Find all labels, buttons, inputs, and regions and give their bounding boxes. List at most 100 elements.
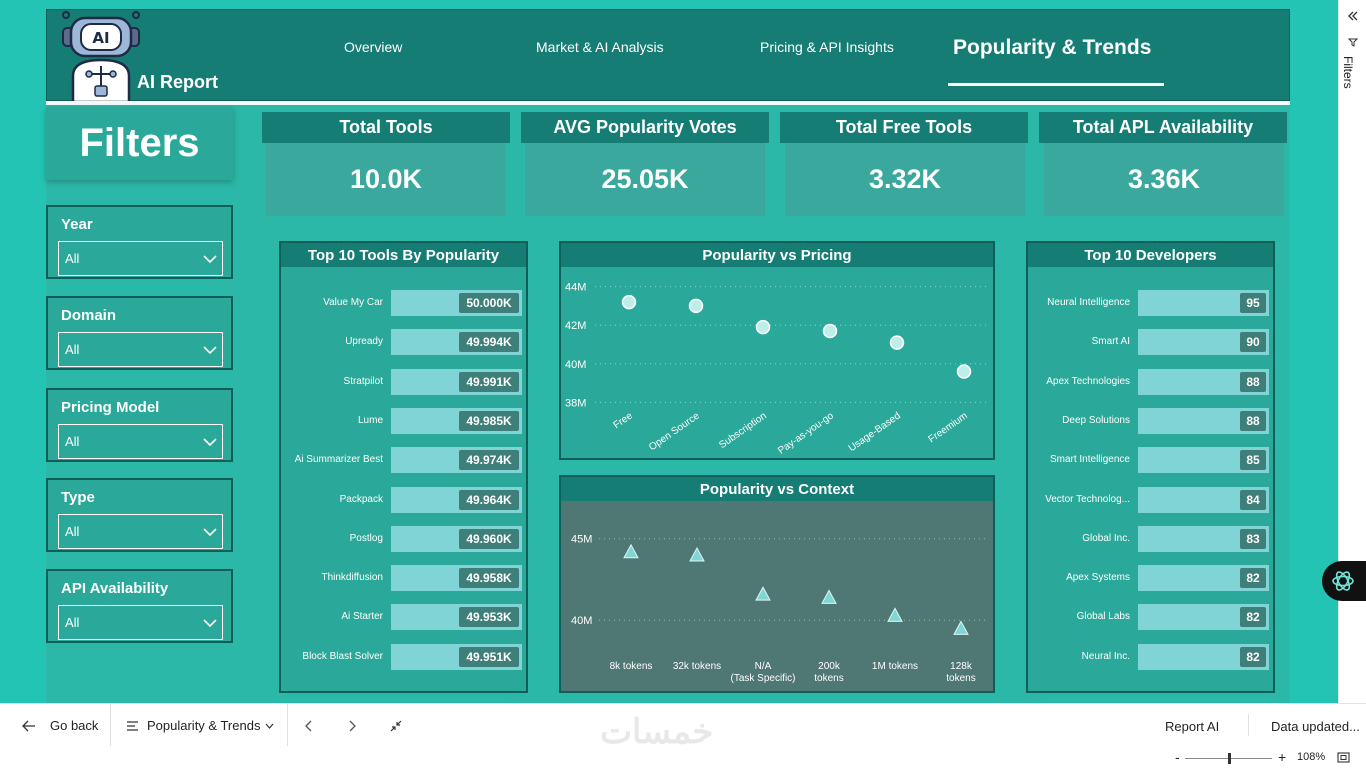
- zoom-slider-thumb[interactable]: [1228, 753, 1231, 764]
- tool-row-value: 49.994K: [459, 332, 519, 353]
- kpi-total-free-value: 3.32K: [785, 143, 1025, 216]
- filter-funnel-icon: [1348, 38, 1358, 47]
- collapse-chevron-icon[interactable]: [1347, 10, 1359, 22]
- x-tick-label: Open Source: [647, 410, 702, 453]
- data-point[interactable]: [889, 335, 905, 350]
- y-tick-label: 42M: [565, 320, 586, 332]
- data-point[interactable]: [755, 319, 771, 335]
- tool-row-name: Stratpilot: [343, 375, 383, 387]
- copilot-button[interactable]: [1322, 561, 1366, 601]
- data-point[interactable]: [621, 294, 637, 310]
- popularity-vs-context-panel: Popularity vs Context 40M 45M 8k tokens 32k…: [559, 475, 995, 693]
- tool-row-value: 49.964K: [459, 489, 519, 510]
- zoom-in-button[interactable]: +: [1278, 749, 1287, 765]
- dropdown-value: All: [65, 342, 80, 357]
- watermark-logo: خمسات: [600, 713, 714, 751]
- popularity-vs-pricing-panel: Popularity vs Pricing 38M 40M 42M 44M Free Op…: [559, 241, 995, 460]
- tool-row-value: 49.960K: [459, 528, 519, 549]
- popularity-vs-pricing-chart: 38M 40M 42M 44M Free Open Source Subscription P…: [565, 282, 986, 457]
- tool-row-name: Postlog: [349, 532, 383, 544]
- data-point[interactable]: [688, 298, 704, 314]
- developer-row-name: Global Labs: [1076, 611, 1130, 623]
- dropdown-value: All: [65, 251, 80, 266]
- data-point[interactable]: [689, 546, 705, 562]
- x-tick-label: Free: [612, 410, 636, 431]
- data-updated-status: Data updated...: [1271, 719, 1360, 734]
- tool-row-name: Block Blast Solver: [302, 650, 383, 662]
- tool-row-name: Ai Starter: [341, 611, 383, 623]
- dropdown-value: All: [65, 434, 80, 449]
- x-tick-label: Usage-Based: [847, 410, 903, 454]
- fit-screen-icon[interactable]: [1337, 752, 1350, 763]
- api-availability-dropdown[interactable]: All: [58, 605, 223, 640]
- year-filter: Year All: [46, 205, 233, 279]
- chevron-down-icon: [203, 528, 217, 537]
- panel-title: Popularity vs Context: [561, 477, 993, 501]
- previous-page-icon[interactable]: [305, 720, 313, 732]
- filter-label: Type: [61, 489, 95, 506]
- tab-popularity-trends[interactable]: Popularity & Trends: [953, 36, 1152, 59]
- popularity-vs-context-chart: 40M 45M 8k tokens 32k tokens N/A(Task Specif…: [571, 534, 986, 684]
- filters-side-title[interactable]: Filters: [1341, 56, 1355, 89]
- developer-row-name: Vector Technolog...: [1045, 493, 1130, 505]
- kpi-total-free-label: Total Free Tools: [780, 112, 1028, 143]
- year-dropdown[interactable]: All: [58, 241, 223, 276]
- tab-overview[interactable]: Overview: [344, 39, 403, 55]
- developer-row-value: 90: [1240, 332, 1266, 353]
- page-selector[interactable]: Popularity & Trends: [147, 718, 261, 733]
- x-tick-label: 32k tokens: [673, 661, 721, 672]
- header-divider: [46, 101, 1290, 105]
- top-tools-panel: Top 10 Tools By Popularity Value My Car 5…: [279, 241, 528, 693]
- x-tick-label: Pay-as-you-go: [776, 410, 836, 457]
- data-point[interactable]: [956, 364, 972, 379]
- kpi-avg-popularity-value: 25.05K: [525, 143, 765, 216]
- x-tick-label: Subscription: [717, 410, 768, 451]
- tool-row-value: 49.958K: [459, 568, 519, 589]
- data-point[interactable]: [887, 607, 903, 622]
- chevron-down-icon: [203, 346, 217, 355]
- tab-pricing-api-insights[interactable]: Pricing & API Insights: [760, 39, 894, 55]
- data-point[interactable]: [822, 323, 838, 339]
- back-arrow-icon[interactable]: [22, 720, 36, 732]
- api-availability-filter: API Availability All: [46, 569, 233, 643]
- fit-to-page-icon[interactable]: [390, 720, 402, 732]
- data-point[interactable]: [953, 620, 969, 635]
- filter-label: Year: [61, 216, 93, 233]
- type-filter: Type All: [46, 478, 233, 552]
- panel-title: Top 10 Tools By Popularity: [281, 243, 526, 267]
- tab-market-ai-analysis[interactable]: Market & AI Analysis: [536, 39, 664, 55]
- divider: [110, 704, 111, 746]
- kpi-avg-popularity-label: AVG Popularity Votes: [521, 112, 769, 143]
- kpi-api-availability-label: Total APL Availability: [1039, 112, 1287, 143]
- pricing-model-dropdown[interactable]: All: [58, 424, 223, 459]
- tool-row-value: 49.953K: [459, 607, 519, 628]
- x-tick-label: tokens: [814, 673, 843, 684]
- domain-dropdown[interactable]: All: [58, 332, 223, 367]
- data-point[interactable]: [755, 586, 771, 601]
- y-tick-label: 44M: [565, 282, 586, 294]
- header-bar: AI AI Report Overview Market & AI Analys…: [46, 9, 1290, 102]
- zoom-out-button[interactable]: -: [1175, 749, 1180, 765]
- dropdown-value: All: [65, 615, 80, 630]
- divider: [1248, 714, 1249, 736]
- tool-row-name: Ai Summarizer Best: [294, 454, 383, 466]
- type-dropdown[interactable]: All: [58, 514, 223, 549]
- kpi-api-availability-value: 3.36K: [1044, 143, 1284, 216]
- data-point[interactable]: [623, 543, 639, 559]
- chevron-down-icon[interactable]: [265, 723, 274, 729]
- bottom-bar: Go back Popularity & Trends خمسات Report…: [0, 703, 1366, 768]
- next-page-icon[interactable]: [348, 720, 356, 732]
- developer-row-value: 82: [1240, 568, 1266, 589]
- go-back-button[interactable]: Go back: [50, 718, 99, 733]
- developer-row-value: 82: [1240, 607, 1266, 628]
- filter-label: API Availability: [61, 580, 169, 597]
- data-point[interactable]: [821, 589, 837, 604]
- report-name: Report AI: [1165, 719, 1220, 734]
- page-list-icon: [127, 721, 138, 731]
- pricing-model-filter: Pricing Model All: [46, 388, 233, 462]
- dropdown-value: All: [65, 524, 80, 539]
- developer-row-name: Deep Solutions: [1062, 414, 1130, 426]
- developer-row-name: Apex Systems: [1066, 572, 1130, 584]
- domain-filter: Domain All: [46, 296, 233, 370]
- robot-logo-icon: AI: [62, 11, 140, 102]
